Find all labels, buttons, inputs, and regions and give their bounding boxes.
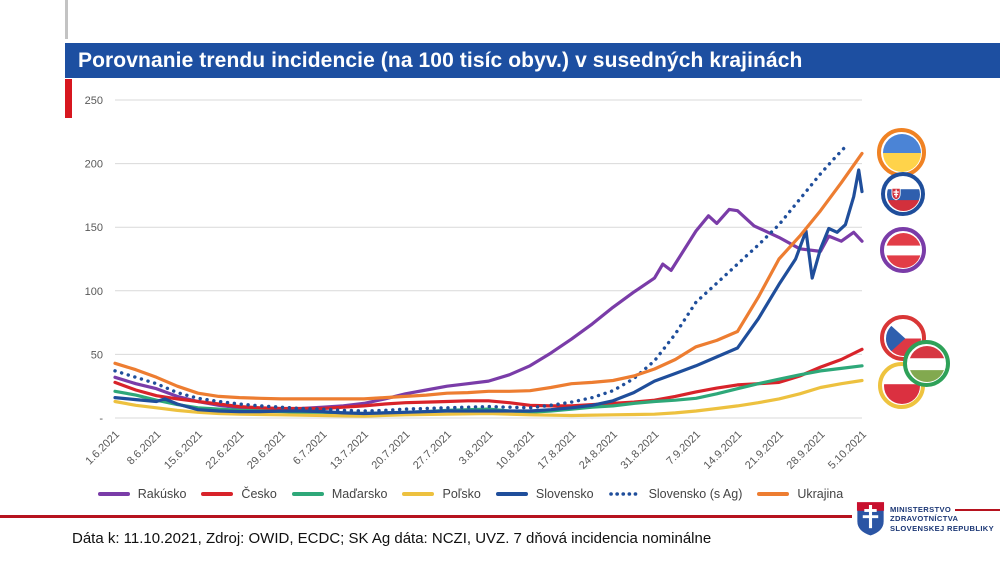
legend-label: Poľsko <box>442 487 481 501</box>
legend-swatch <box>97 492 130 496</box>
x-tick-label: 13.7.2021 <box>328 429 371 472</box>
chart-legend: Rakúsko Česko Maďarsko Poľsko Slovensko Slove… <box>70 483 870 505</box>
x-tick-label: 29.6.2021 <box>245 429 288 472</box>
legend-label: Rakúsko <box>137 487 187 501</box>
y-tick-label: 50 <box>91 349 103 361</box>
data-source-caption: Dáta k: 11.10.2021, Zdroj: OWID, ECDC; S… <box>72 530 712 547</box>
legend-swatch <box>757 492 790 496</box>
flag-slovakia-icon <box>881 172 925 216</box>
ministry-red-line <box>955 508 1000 511</box>
x-tick-label: 31.8.2021 <box>619 429 662 472</box>
legend-label: Slovensko (s Ag) <box>648 487 743 501</box>
footer-separator-line <box>0 515 852 518</box>
y-tick-label: 150 <box>85 222 103 234</box>
y-tick-label: 100 <box>85 286 103 298</box>
legend-item-Rakúsko: Rakúsko <box>97 487 187 501</box>
legend-item-Slovensko: Slovensko <box>495 487 594 501</box>
legend-swatch <box>201 492 234 496</box>
y-tick-label: 200 <box>85 159 103 171</box>
legend-label: Česko <box>241 487 277 501</box>
legend-label: Ukrajina <box>797 487 844 501</box>
ministry-line3: SLOVENSKEJ REPUBLIKY <box>890 523 995 533</box>
title-bar: Porovnanie trendu incidencie (na 100 tis… <box>65 43 1000 78</box>
legend-swatch <box>495 492 528 496</box>
x-tick-label: 10.8.2021 <box>494 429 537 472</box>
edge-mark <box>65 0 68 39</box>
x-tick-label: 27.7.2021 <box>411 429 454 472</box>
flag-hungary-icon <box>903 340 950 387</box>
ministry-text: MINISTERSTVO ZDRAVOTNÍCTVA SLOVENSKEJ RE… <box>890 501 1000 537</box>
y-tick-label: 250 <box>85 95 103 107</box>
series-Ukrajina <box>113 151 864 401</box>
series-Slovensko (s Ag) <box>113 142 850 413</box>
ministry-logo: MINISTERSTVO ZDRAVOTNÍCTVA SLOVENSKEJ RE… <box>856 501 1000 537</box>
legend-swatch <box>608 492 641 496</box>
series-Slovensko <box>113 168 864 416</box>
legend-label: Maďarsko <box>331 487 388 501</box>
flag-ukraine-icon <box>877 128 926 177</box>
ministry-line2: ZDRAVOTNÍCTVA <box>890 514 959 524</box>
x-tick-label: 24.8.2021 <box>577 429 620 472</box>
legend-item-Slovensko (s Ag): Slovensko (s Ag) <box>608 487 743 501</box>
ministry-shield-icon <box>856 501 885 537</box>
x-tick-label: 1.6.2021 <box>83 429 122 468</box>
y-tick-label: - <box>99 413 103 425</box>
legend-label: Slovensko <box>535 487 594 501</box>
x-tick-label: 15.6.2021 <box>162 429 205 472</box>
x-tick-label: 5.10.2021 <box>826 429 869 472</box>
x-tick-label: 7.9.2021 <box>664 429 703 468</box>
ministry-line1: MINISTERSTVO <box>890 505 952 514</box>
legend-item-Poľsko: Poľsko <box>401 487 481 501</box>
red-accent-bar <box>65 79 72 118</box>
x-tick-label: 22.6.2021 <box>204 429 247 472</box>
x-tick-label: 3.8.2021 <box>457 429 496 468</box>
incidence-line-chart: 250 200 150 100 50 - 1.6.2021 8.6.202115.6.2021… <box>83 95 869 472</box>
legend-item-Česko: Česko <box>200 487 277 501</box>
legend-item-Ukrajina: Ukrajina <box>756 487 843 501</box>
legend-swatch <box>291 492 324 496</box>
x-tick-label: 20.7.2021 <box>370 429 413 472</box>
flag-austria-icon <box>880 227 926 273</box>
page-title: Porovnanie trendu incidencie (na 100 tis… <box>78 48 803 72</box>
series-Česko <box>113 347 864 411</box>
legend-swatch <box>402 492 435 496</box>
x-tick-label: 6.7.2021 <box>291 429 330 468</box>
x-tick-label: 21.9.2021 <box>743 429 786 472</box>
x-tick-label: 17.8.2021 <box>536 429 579 472</box>
series-Poľsko <box>113 378 864 418</box>
x-tick-label: 28.9.2021 <box>785 429 828 472</box>
x-tick-label: 8.6.2021 <box>125 429 164 468</box>
x-tick-label: 14.9.2021 <box>702 429 745 472</box>
legend-item-Maďarsko: Maďarsko <box>291 487 388 501</box>
